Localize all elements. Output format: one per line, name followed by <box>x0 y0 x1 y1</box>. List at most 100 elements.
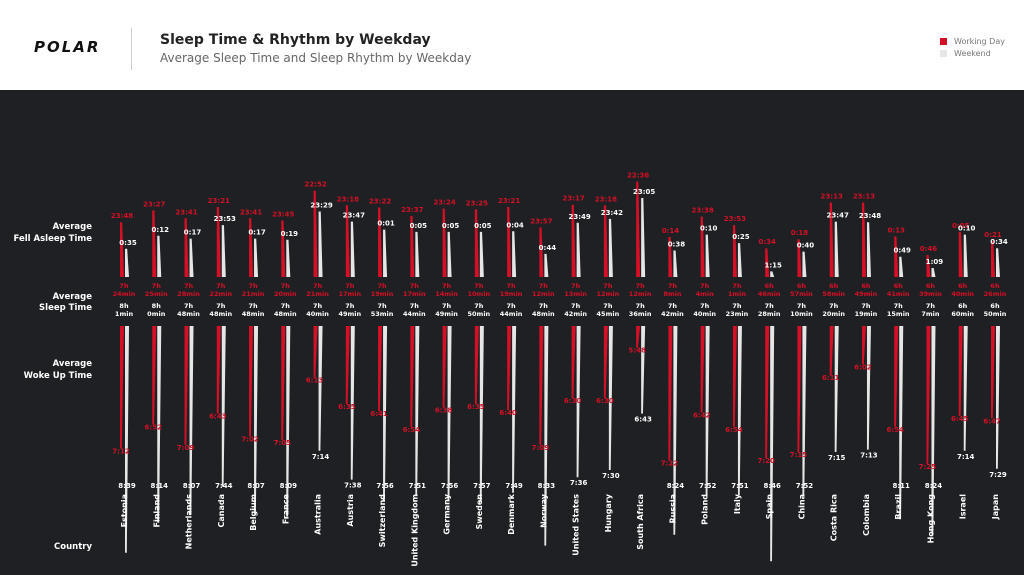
woke-up-label-working-colombia: 6:02 <box>854 363 872 371</box>
fell-asleep-bar-weekend-france <box>286 239 291 277</box>
sleep-time-weekend-min-germany: 49min <box>435 310 458 318</box>
fell-asleep-label-weekend-belgium: 0:17 <box>248 229 266 237</box>
fell-asleep-label-working-belgium: 23:41 <box>240 208 262 216</box>
sleep-time-working-min-colombia: 49min <box>855 290 878 298</box>
woke-up-bar-working-hong-kong <box>926 326 931 464</box>
woke-up-bar-weekend-poland <box>705 326 710 497</box>
woke-up-label-working-united-states: 6:30 <box>564 397 582 405</box>
fell-asleep-label-working-united-states: 23:17 <box>562 195 584 203</box>
sleep-time-weekend-hours-finland: 8h <box>152 302 162 310</box>
woke-up-label-working-poland: 6:42 <box>693 411 711 419</box>
sleep-time-working-min-canada: 22min <box>209 290 232 298</box>
sleep-time-working-min-united-kingdom: 17min <box>403 290 426 298</box>
woke-up-label-working-brazil: 6:54 <box>887 426 905 434</box>
sleep-time-weekend-min-canada: 48min <box>209 310 232 318</box>
sleep-time-working-hours-estonia: 7h <box>119 282 129 290</box>
fell-asleep-label-working-denmark: 23:21 <box>498 197 520 205</box>
woke-up-label-weekend-germany: 7:56 <box>441 482 459 490</box>
woke-up-label-weekend-sweden: 7:57 <box>473 482 491 490</box>
country-label-japan: Japan <box>991 494 1000 521</box>
sleep-time-working-hours-russia: 7h <box>668 282 678 290</box>
sleep-time-working-hours-austria: 7h <box>345 282 355 290</box>
woke-up-label-working-russia: 7:22 <box>661 459 679 467</box>
sleep-time-weekend-hours-hungary: 7h <box>603 302 613 310</box>
sleep-time-weekend-hours-norway: 7h <box>539 302 549 310</box>
sleep-time-weekend-min-netherlands: 48min <box>177 310 200 318</box>
sleep-time-weekend-hours-france: 7h <box>281 302 291 310</box>
sleep-time-working-min-sweden: 10min <box>468 290 491 298</box>
fell-asleep-bar-working-belgium <box>249 218 254 277</box>
fell-asleep-bar-weekend-china <box>802 251 807 277</box>
sleep-time-weekend-hours-estonia: 8h <box>119 302 129 310</box>
woke-up-label-weekend-belgium: 8:07 <box>247 482 265 490</box>
woke-up-bar-working-russia <box>668 326 673 461</box>
woke-up-bar-working-hungary <box>603 326 608 398</box>
header-divider <box>131 28 132 70</box>
fell-asleep-bar-weekend-sweden <box>479 231 484 277</box>
sleep-time-weekend-hours-south-africa: 7h <box>636 302 646 310</box>
woke-up-label-weekend-japan: 7:29 <box>989 471 1007 479</box>
sleep-time-weekend-min-brazil: 15min <box>887 310 910 318</box>
fell-asleep-bar-working-costa-rica <box>829 202 834 277</box>
sleep-time-weekend-min-denmark: 44min <box>500 310 523 318</box>
country-label-south-africa: South Africa <box>636 494 645 550</box>
woke-up-label-working-south-africa: 5:48 <box>628 347 646 355</box>
country-label-hungary: Hungary <box>604 493 613 532</box>
sleep-time-weekend-hours-italy: 7h <box>732 302 742 310</box>
sleep-time-weekend-min-italy: 23min <box>726 310 749 318</box>
legend-label-working-day: Working Day <box>954 36 1005 46</box>
fell-asleep-label-working-estonia: 23:48 <box>111 212 133 220</box>
country-label-france: France <box>281 493 290 524</box>
sleep-time-working-min-norway: 12min <box>532 290 555 298</box>
fell-asleep-label-working-france: 23:45 <box>272 211 294 219</box>
row-label-woke-up-line1: Average <box>53 359 93 369</box>
fell-asleep-bar-working-spain <box>765 248 770 277</box>
woke-up-label-weekend-denmark: 7:49 <box>505 482 523 490</box>
country-label-italy: Italy <box>733 493 742 514</box>
woke-up-label-working-costa-rica: 6:11 <box>822 374 840 382</box>
fell-asleep-bar-weekend-brazil <box>899 256 904 277</box>
fell-asleep-bar-weekend-united-kingdom <box>415 231 420 277</box>
woke-up-bar-weekend-israel <box>963 326 968 451</box>
country-label-estonia: Estonia <box>120 494 129 527</box>
fell-asleep-label-working-japan: 0:21 <box>984 231 1002 239</box>
woke-up-label-working-canada: 6:43 <box>209 413 227 421</box>
fell-asleep-bar-weekend-finland <box>157 235 162 277</box>
sleep-time-weekend-hours-denmark: 7h <box>507 302 517 310</box>
woke-up-label-weekend-estonia: 8:39 <box>118 482 136 490</box>
woke-up-bar-working-belgium <box>249 326 254 437</box>
woke-up-bar-weekend-italy <box>737 326 742 496</box>
fell-asleep-bar-working-netherlands <box>184 218 189 277</box>
fell-asleep-bar-weekend-netherlands <box>189 238 194 277</box>
woke-up-bar-weekend-spain <box>770 326 775 562</box>
woke-up-bar-working-france <box>281 326 286 440</box>
country-label-poland: Poland <box>701 494 710 525</box>
woke-up-label-weekend-china: 7:52 <box>796 482 814 490</box>
woke-up-bar-weekend-germany <box>447 326 452 502</box>
country-label-netherlands: Netherlands <box>185 494 194 550</box>
woke-up-label-working-china: 7:15 <box>790 451 808 459</box>
sleep-time-weekend-min-colombia: 19min <box>855 310 878 318</box>
chart-panel: Average Fell Asleep Time Average Sleep T… <box>0 90 1024 575</box>
sleep-time-weekend-hours-poland: 7h <box>700 302 710 310</box>
fell-asleep-label-working-spain: 0:34 <box>758 238 776 246</box>
fell-asleep-bar-weekend-australia <box>318 211 323 277</box>
woke-up-bar-weekend-denmark <box>512 326 517 493</box>
fell-asleep-bar-weekend-belgium <box>254 238 259 277</box>
row-label-sleep-time-line2: Sleep Time <box>39 303 92 313</box>
woke-up-label-weekend-italy: 7:51 <box>731 482 749 490</box>
fell-asleep-bar-working-estonia <box>120 222 124 277</box>
fell-asleep-bar-working-russia <box>668 236 673 277</box>
fell-asleep-bar-weekend-russia <box>673 250 678 277</box>
fell-asleep-bar-weekend-spain <box>770 271 775 277</box>
woke-up-label-working-finland: 6:52 <box>145 423 163 431</box>
sleep-time-working-min-belgium: 21min <box>242 290 265 298</box>
sleep-time-working-min-china: 57min <box>790 290 813 298</box>
sleep-time-weekend-min-australia: 40min <box>306 310 329 318</box>
sleep-time-working-min-switzerland: 19min <box>371 290 394 298</box>
legend: Working Day Weekend <box>940 35 1005 59</box>
sleep-time-working-min-austria: 17min <box>338 290 361 298</box>
country-label-israel: Israel <box>959 494 968 520</box>
fell-asleep-bar-weekend-costa-rica <box>834 221 839 277</box>
woke-up-label-working-switzerland: 6:41 <box>370 410 388 418</box>
